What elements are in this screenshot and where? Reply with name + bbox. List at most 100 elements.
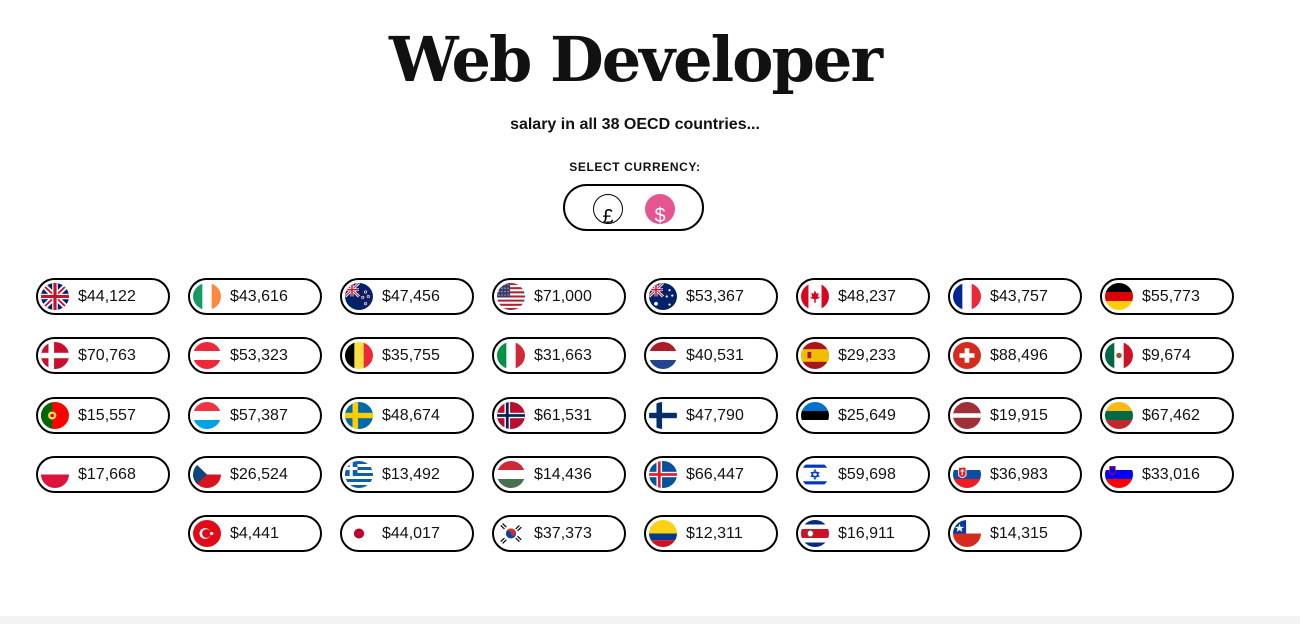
usa-flag-icon [497,283,525,310]
austria-flag-icon [193,342,221,369]
salary-value: $13,492 [382,466,440,483]
salary-value: $17,668 [78,466,136,483]
salary-pill[interactable]: $9,674 [1100,337,1234,374]
salary-value: $53,323 [230,347,288,364]
salary-pill[interactable]: $44,122 [36,278,170,315]
australia-flag-icon [649,283,677,310]
salary-pill[interactable]: $88,496 [948,337,1082,374]
salary-pill[interactable]: $70,763 [36,337,170,374]
belgium-flag-icon [345,342,373,369]
salary-value: $43,757 [990,288,1048,305]
salary-pill[interactable]: $61,531 [492,397,626,434]
salary-value: $48,237 [838,288,896,305]
salary-pill[interactable]: $67,462 [1100,397,1234,434]
salary-value: $15,557 [78,407,136,424]
salary-value: $12,311 [686,525,743,542]
salary-pill[interactable]: $66,447 [644,456,778,493]
salary-pill[interactable]: $14,315 [948,515,1082,552]
salary-pill[interactable]: $33,016 [1100,456,1234,493]
israel-flag-icon [801,461,829,488]
czechia-flag-icon [193,461,221,488]
salary-pill[interactable]: $16,911 [796,515,930,552]
salary-value: $14,436 [534,466,592,483]
salary-value: $53,367 [686,288,744,305]
salary-value: $47,790 [686,407,744,424]
salary-pill[interactable]: $37,373 [492,515,626,552]
salary-value: $40,531 [686,347,744,364]
costa-rica-flag-icon [801,520,829,547]
currency-selector: £ $ [563,184,704,231]
salary-pill[interactable]: $40,531 [644,337,778,374]
salary-pill[interactable]: $71,000 [492,278,626,315]
salary-pill[interactable]: $29,233 [796,337,930,374]
salary-pill[interactable]: $15,557 [36,397,170,434]
salary-pill[interactable]: $26,524 [188,456,322,493]
sweden-flag-icon [345,402,373,429]
salary-pill[interactable]: $53,367 [644,278,778,315]
salary-pill[interactable]: $14,436 [492,456,626,493]
salary-value: $16,911 [838,525,895,542]
salary-pill[interactable]: $47,456 [340,278,474,315]
salary-pill[interactable]: $13,492 [340,456,474,493]
salary-pill[interactable]: $48,674 [340,397,474,434]
canada-flag-icon [801,283,829,310]
salary-pill[interactable]: $43,616 [188,278,322,315]
salary-pill[interactable]: $12,311 [644,515,778,552]
salary-value: $61,531 [534,407,592,424]
dollar-currency-button[interactable]: $ [645,194,675,224]
salary-pill[interactable]: $19,915 [948,397,1082,434]
salary-pill[interactable]: $25,649 [796,397,930,434]
dollar-icon: $ [654,205,666,224]
japan-flag-icon [345,520,373,547]
spain-flag-icon [801,342,829,369]
salary-value: $88,496 [990,347,1048,364]
page-title: Web Developer [388,23,883,96]
denmark-flag-icon [41,342,69,369]
salary-value: $48,674 [382,407,440,424]
salary-pill[interactable]: $43,757 [948,278,1082,315]
salary-value: $66,447 [686,466,744,483]
salary-value: $71,000 [534,288,592,305]
estonia-flag-icon [801,402,829,429]
ireland-flag-icon [193,283,221,310]
salary-pill[interactable]: $53,323 [188,337,322,374]
chile-flag-icon [953,520,981,547]
germany-flag-icon [1105,283,1133,310]
salary-pill[interactable]: $55,773 [1100,278,1234,315]
pound-icon: £ [602,206,614,224]
salary-value: $67,462 [1142,407,1200,424]
salary-pill[interactable]: $35,755 [340,337,474,374]
salary-pill[interactable]: $47,790 [644,397,778,434]
france-flag-icon [953,283,981,310]
salary-pill[interactable]: $59,698 [796,456,930,493]
salary-value: $44,122 [78,288,136,305]
salary-value: $14,315 [990,525,1048,542]
salary-pill[interactable]: $4,441 [188,515,322,552]
lithuania-flag-icon [1105,402,1133,429]
salary-value: $44,017 [382,525,440,542]
salary-pill[interactable]: $57,387 [188,397,322,434]
mexico-flag-icon [1105,342,1133,369]
italy-flag-icon [497,342,525,369]
salary-pill[interactable]: $31,663 [492,337,626,374]
salary-value: $70,763 [78,347,136,364]
pound-currency-button[interactable]: £ [593,194,623,224]
salary-value: $29,233 [838,347,896,364]
salary-value: $36,983 [990,466,1048,483]
latvia-flag-icon [953,402,981,429]
salary-pill[interactable]: $36,983 [948,456,1082,493]
salary-value: $59,698 [838,466,896,483]
salary-pill[interactable]: $44,017 [340,515,474,552]
salary-value: $31,663 [534,347,592,364]
new-zealand-flag-icon [345,283,373,310]
slovakia-flag-icon [953,461,981,488]
turkey-flag-icon [193,520,221,547]
switzerland-flag-icon [953,342,981,369]
salary-pill[interactable]: $48,237 [796,278,930,315]
salary-value: $25,649 [838,407,896,424]
footer-strip [0,616,1300,624]
finland-flag-icon [649,402,677,429]
salary-value: $37,373 [534,525,592,542]
salary-pill[interactable]: $17,668 [36,456,170,493]
